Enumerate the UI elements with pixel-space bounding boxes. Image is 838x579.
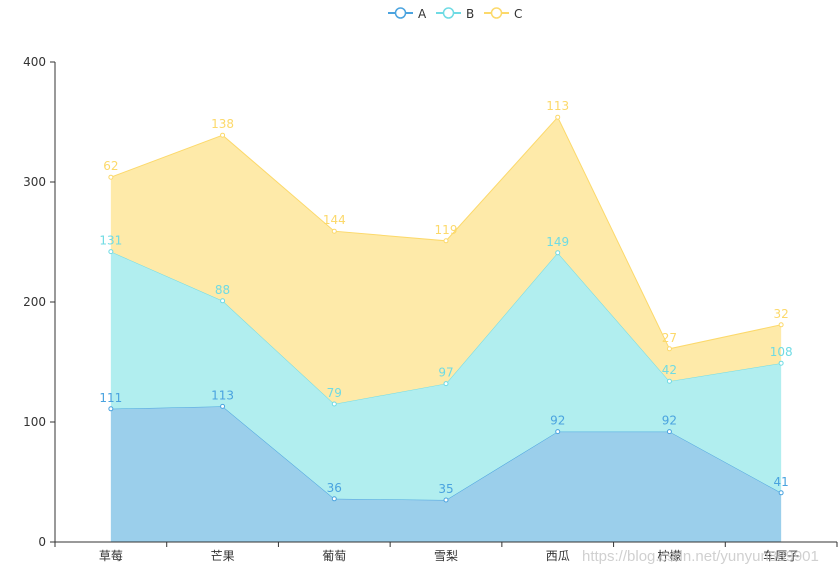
- data-label: 92: [662, 414, 677, 428]
- y-tick-label: 100: [23, 415, 46, 429]
- watermark: https://blog.csdn.net/yunyun889901: [582, 548, 819, 565]
- x-tick-label: 葡萄: [322, 549, 346, 563]
- data-point[interactable]: [666, 429, 672, 435]
- data-point[interactable]: [443, 497, 449, 503]
- y-tick-label: 200: [23, 295, 46, 309]
- area-series-a: [110, 406, 782, 542]
- data-label: 27: [662, 331, 677, 345]
- data-label: 113: [211, 388, 234, 402]
- data-label: 97: [438, 366, 453, 380]
- data-point[interactable]: [220, 298, 226, 304]
- legend-item-b[interactable]: B: [436, 7, 474, 21]
- data-point[interactable]: [108, 406, 114, 412]
- series-areas: [110, 116, 782, 542]
- data-point[interactable]: [666, 378, 672, 384]
- x-tick-label: 柠檬: [657, 548, 681, 563]
- legend-label: C: [514, 7, 522, 21]
- data-label: 88: [215, 283, 230, 297]
- legend-circle-icon: [394, 7, 407, 19]
- data-label: 35: [438, 482, 453, 496]
- data-label: 36: [327, 481, 342, 495]
- data-point[interactable]: [220, 403, 226, 409]
- data-labels: 111 113 36 35 92 92 41 131 88 79 97 149 42 108 62 138 14…: [99, 99, 792, 496]
- data-label: 111: [99, 391, 122, 405]
- data-label: 119: [435, 223, 458, 237]
- data-label: 62: [103, 159, 118, 173]
- x-tick-label: 车厘子: [763, 548, 799, 563]
- axes: 0 100 200 300 400 草莓 芒果 葡萄 雪梨 西瓜 柠檬 车厘子: [23, 55, 838, 563]
- legend-circle-icon: [490, 7, 503, 19]
- data-point[interactable]: [331, 228, 337, 234]
- data-point[interactable]: [443, 238, 449, 244]
- legend-label: B: [466, 7, 474, 21]
- data-label: 113: [546, 99, 569, 113]
- legend-circle-icon: [442, 7, 455, 19]
- area-series-b: [110, 251, 782, 500]
- data-label: 144: [323, 213, 346, 227]
- data-point[interactable]: [331, 496, 337, 502]
- data-point[interactable]: [666, 346, 672, 352]
- data-label: 108: [770, 345, 793, 359]
- data-label: 79: [327, 386, 342, 400]
- x-tick-label: 草莓: [99, 549, 123, 563]
- data-label: 131: [99, 234, 122, 248]
- data-label: 149: [546, 235, 569, 249]
- data-point[interactable]: [555, 429, 561, 435]
- data-point[interactable]: [331, 401, 337, 407]
- legend-item-c[interactable]: C: [484, 7, 522, 21]
- x-tick-label: 雪梨: [434, 549, 458, 563]
- y-tick-label: 400: [23, 55, 46, 69]
- data-point[interactable]: [443, 381, 449, 387]
- data-label: 41: [774, 475, 789, 489]
- legend-label: A: [418, 7, 427, 21]
- x-tick-label: 芒果: [211, 548, 235, 563]
- data-point[interactable]: [108, 174, 114, 180]
- data-label: 92: [550, 414, 565, 428]
- y-tick-label: 0: [38, 535, 46, 549]
- data-point[interactable]: [555, 114, 561, 120]
- legend[interactable]: A B C: [388, 7, 522, 21]
- data-point[interactable]: [555, 250, 561, 256]
- data-point[interactable]: [108, 249, 114, 255]
- data-label: 138: [211, 117, 234, 131]
- y-tick-label: 300: [23, 175, 46, 189]
- data-point[interactable]: [778, 360, 784, 366]
- series-points: [108, 114, 784, 503]
- data-label: 42: [662, 363, 677, 377]
- legend-item-a[interactable]: A: [388, 7, 427, 21]
- x-tick-label: 西瓜: [546, 549, 570, 563]
- area-series-c: [110, 117, 782, 404]
- data-point[interactable]: [778, 490, 784, 496]
- data-label: 32: [774, 307, 789, 321]
- data-point[interactable]: [778, 322, 784, 328]
- data-point[interactable]: [220, 132, 226, 138]
